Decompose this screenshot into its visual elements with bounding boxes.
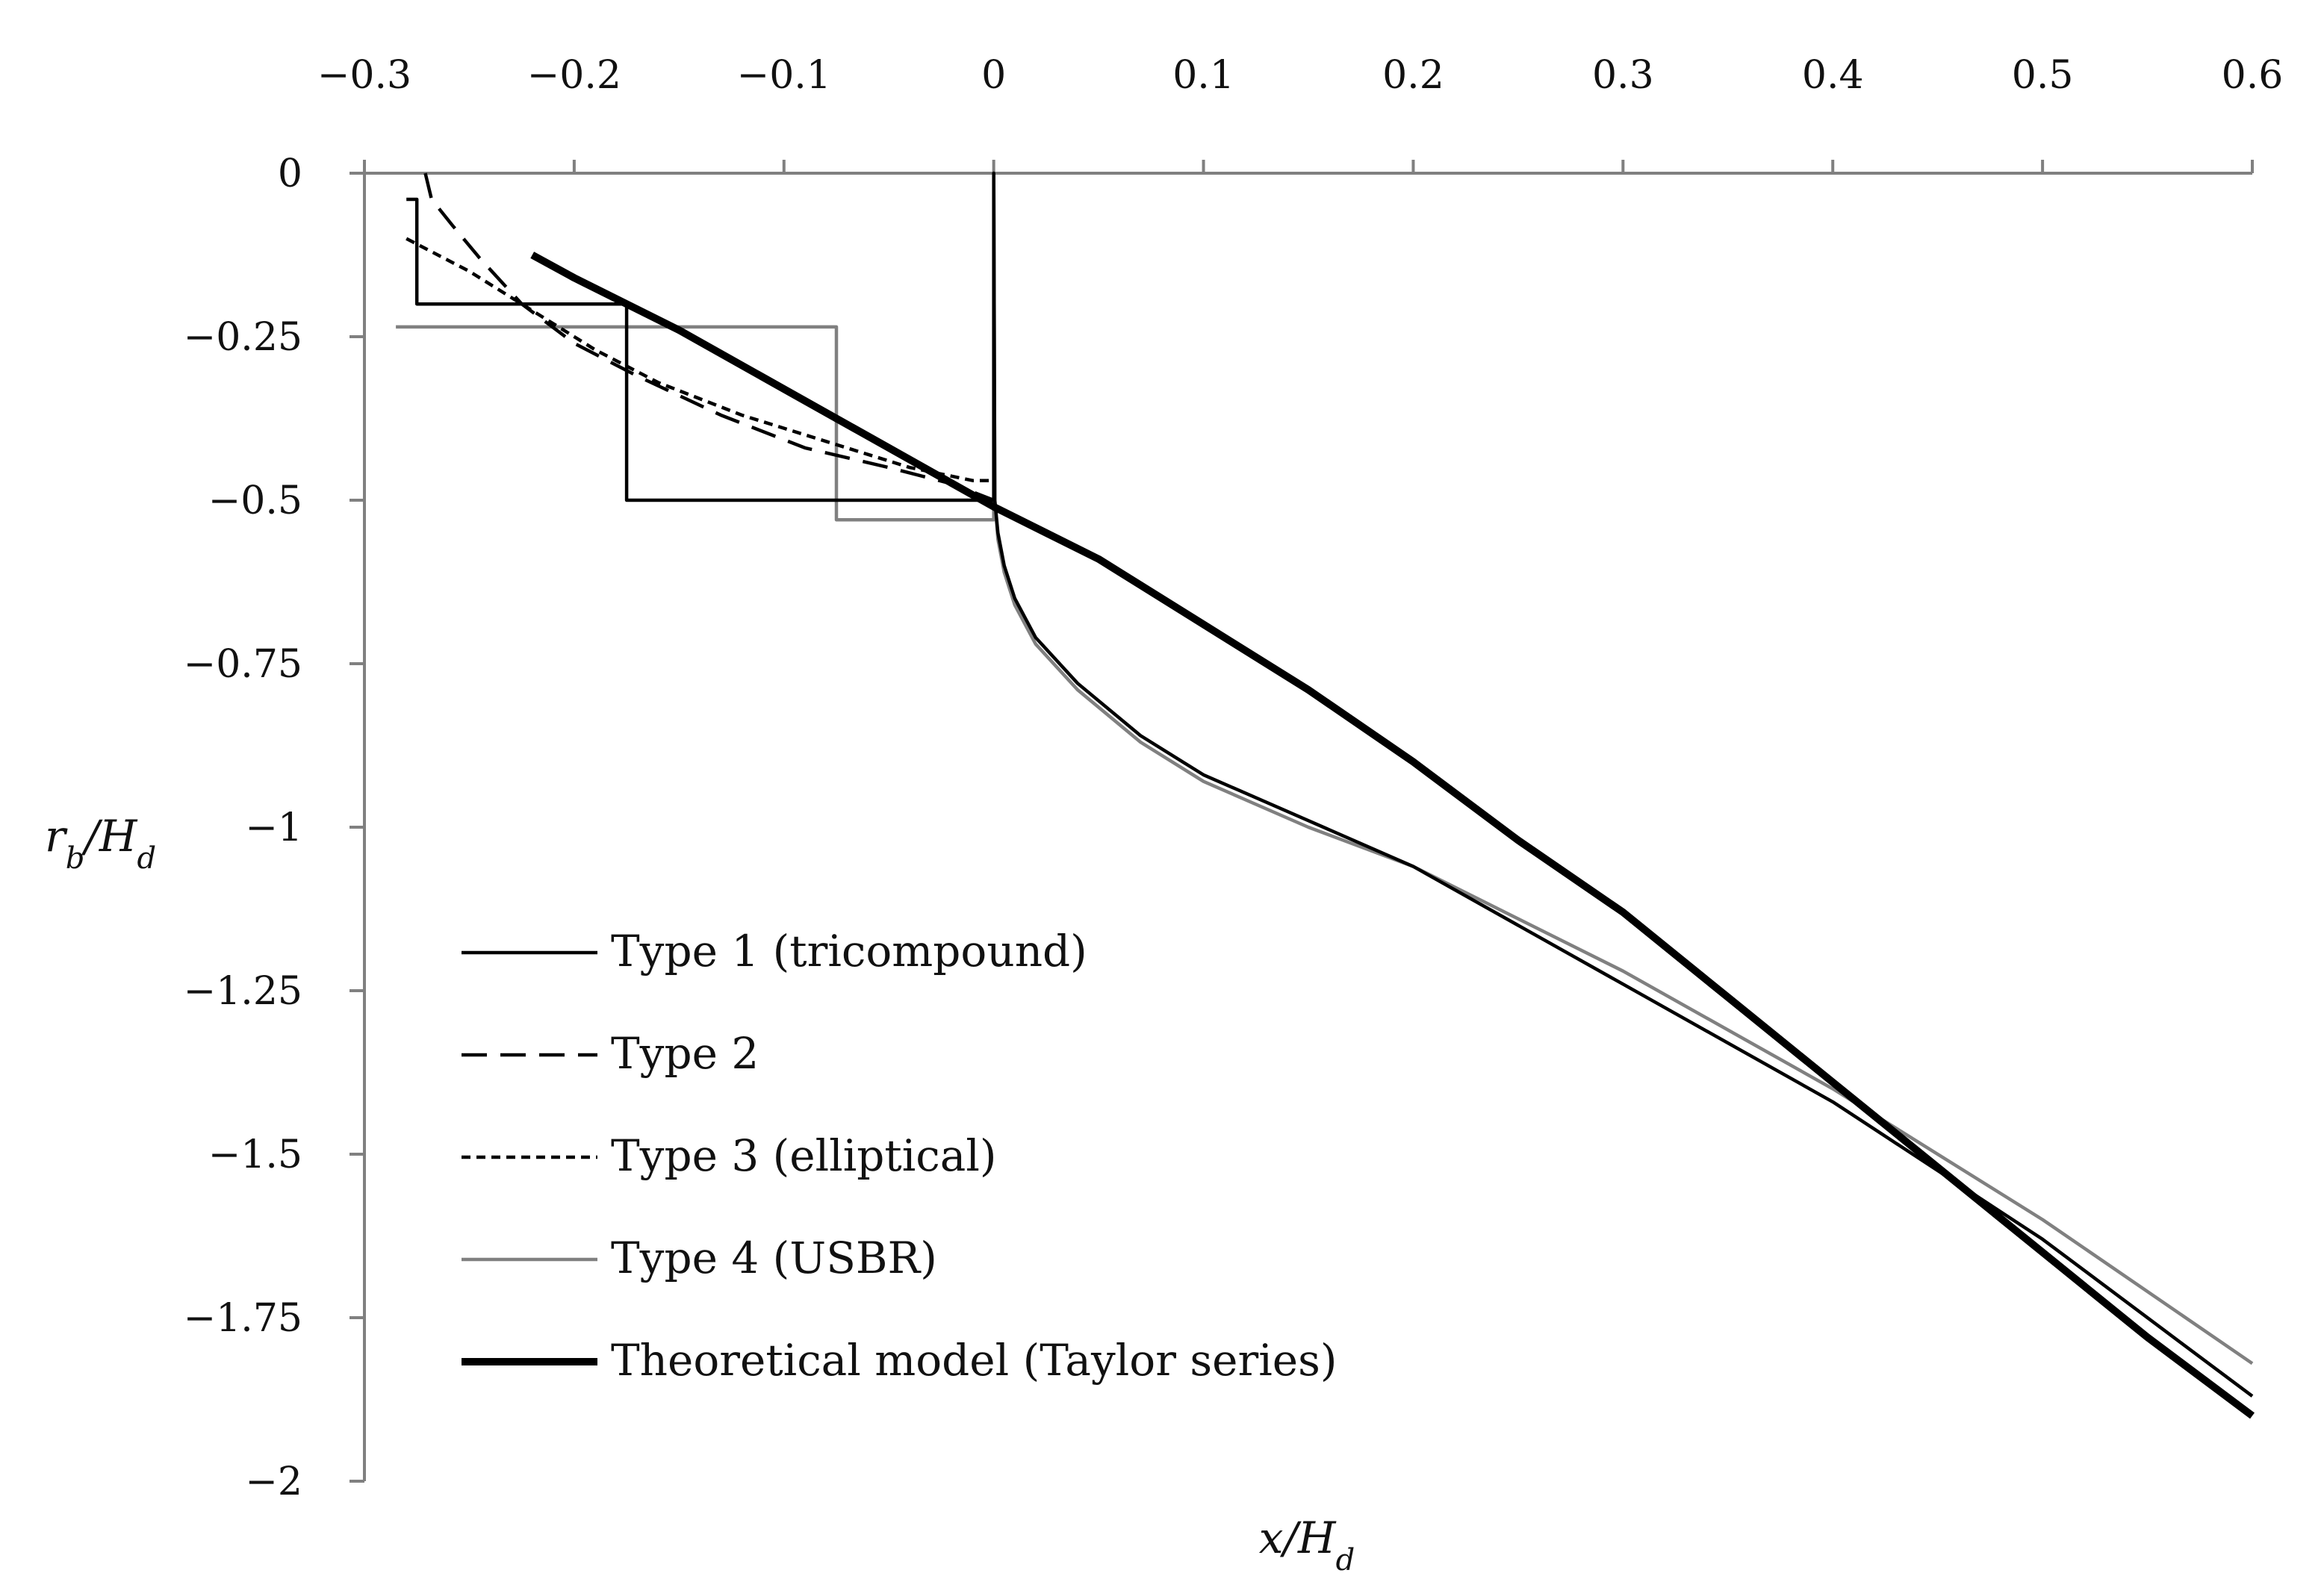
x-tick-label: 0.5 <box>2012 53 2074 98</box>
legend-label-2: Type 2 <box>611 1028 759 1079</box>
y-tick-label: −1 <box>245 806 302 850</box>
y-tick-label: −0.75 <box>184 642 302 687</box>
series-line-2 <box>423 172 995 502</box>
series-line-5 <box>530 252 2255 1419</box>
x-tick-label: −0.3 <box>317 53 411 98</box>
x-tick-label: 0 <box>981 53 1006 98</box>
y-tick-label: −2 <box>245 1460 302 1504</box>
x-tick-label: 0.6 <box>2222 53 2284 98</box>
legend: Type 1 (tricompound) Type 2 Type 3 (ellipt… <box>462 926 1337 1386</box>
y-axis-title: rb/Hd <box>45 811 156 876</box>
x-axis-title: x/Hd <box>1259 1513 1355 1576</box>
y-tick-label: 0 <box>278 152 302 196</box>
legend-label-1: Type 1 (tricompound) <box>611 926 1087 977</box>
y-tick-label: −0.25 <box>184 315 302 360</box>
series-layer <box>396 171 2255 1419</box>
x-tick-label: 0.2 <box>1382 53 1444 98</box>
legend-label-4: Type 4 (USBR) <box>611 1233 937 1283</box>
series-line-1 <box>406 171 2254 1398</box>
x-tick-label: −0.1 <box>737 53 831 98</box>
series-line-4 <box>396 171 2254 1365</box>
axes: −0.3 −0.2 −0.1 0 0.1 0.2 0.3 0.4 0.5 0.6 0 −0.25 −0.… <box>184 53 2284 1504</box>
x-tick-label: 0.1 <box>1172 53 1234 98</box>
y-tick-label: −1.25 <box>184 969 302 1014</box>
legend-label-5: Theoretical model (Taylor series) <box>611 1335 1337 1386</box>
x-tick-label: 0.4 <box>1802 53 1864 98</box>
y-tick-label: −1.5 <box>208 1133 302 1177</box>
x-tick-label: −0.2 <box>527 53 621 98</box>
legend-label-3: Type 3 (elliptical) <box>611 1130 997 1181</box>
x-tick-label: 0.3 <box>1592 53 1654 98</box>
y-tick-label: −1.75 <box>184 1296 302 1341</box>
y-tick-label: −0.5 <box>208 479 302 523</box>
